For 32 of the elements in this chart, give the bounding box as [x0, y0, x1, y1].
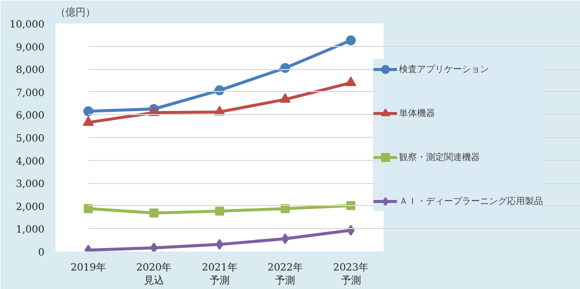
legend-label: 観察・測定関連機器 [399, 152, 480, 164]
point [345, 76, 356, 86]
y-tick-label: 3,000 [16, 179, 45, 190]
legend-label: 単体機器 [399, 108, 435, 120]
x-tick-label: 2023年予測 [333, 262, 369, 287]
y-tick-label: 10,000 [10, 20, 45, 30]
point [281, 233, 290, 244]
y-tick-label: 9,000 [16, 42, 45, 54]
point [346, 35, 356, 46]
point [280, 93, 291, 103]
point [215, 206, 224, 216]
point [83, 106, 94, 116]
y-tick-label: 4,000 [16, 156, 45, 168]
y-tick-label: 2,000 [16, 202, 45, 213]
point [149, 208, 158, 218]
y-tick-label: 7,000 [16, 88, 45, 99]
point [84, 204, 93, 214]
y-tick-label: 1,000 [16, 224, 45, 236]
point [82, 116, 94, 126]
x-tick-label: 2022年予測 [267, 262, 303, 287]
x-tick-label: 2019年 [70, 262, 106, 274]
x-tick-label: 2021年予測 [202, 262, 238, 287]
y-axis-title: （億円） [56, 6, 96, 18]
y-tick-label: 6,000 [16, 110, 45, 122]
y-tick-label: 8,000 [16, 65, 45, 76]
point [346, 224, 355, 236]
y-tick-label: 5,000 [16, 134, 45, 144]
legend-label: 検査アプリケーション [399, 63, 489, 76]
point [150, 242, 158, 252]
y-tick-label: 0 [38, 248, 45, 258]
legend-label: ＡＩ・ディープラーニング応用製品 [399, 195, 543, 208]
x-tick-label: 2020年見込 [136, 262, 172, 287]
